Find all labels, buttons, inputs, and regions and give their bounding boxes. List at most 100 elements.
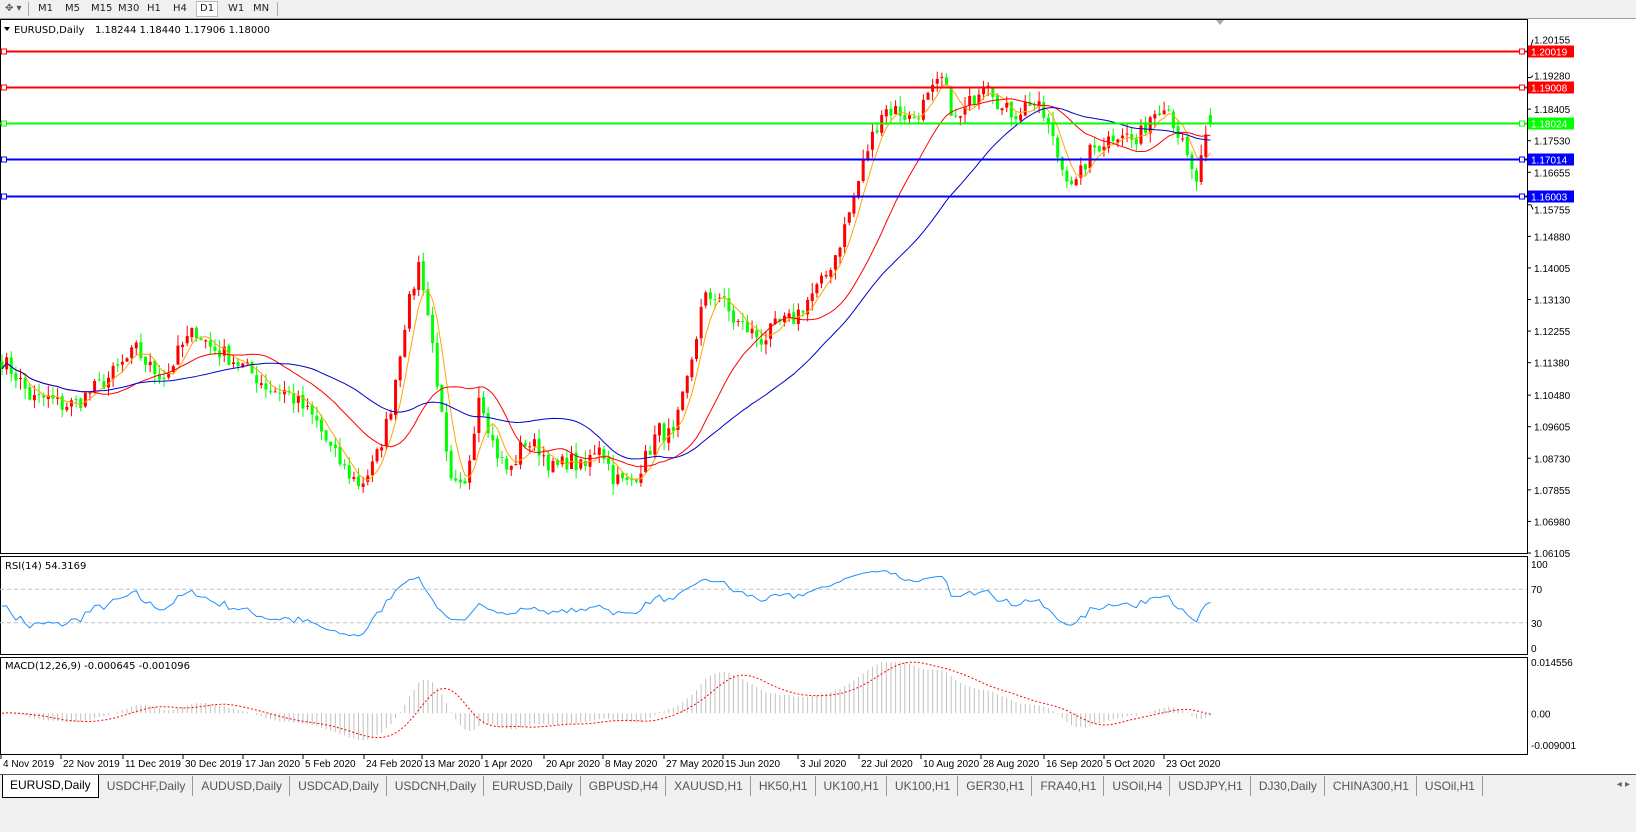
bull-candle [704, 292, 708, 306]
bear-candle [945, 77, 949, 86]
bear-candle [139, 342, 143, 359]
bear-candle [153, 360, 157, 374]
hline-price-tag [1528, 153, 1574, 166]
chart-tab[interactable]: EURUSD,Daily [485, 776, 581, 796]
bear-candle [523, 442, 527, 447]
bull-candle [894, 106, 898, 115]
hline-handle-left[interactable] [1, 48, 7, 55]
bear-candle [329, 441, 333, 446]
bear-candle [602, 449, 606, 460]
timeframe-m30[interactable]: M30 [118, 3, 140, 14]
bear-candle [1195, 170, 1199, 182]
timeframe-d1[interactable]: D1 [196, 1, 219, 17]
bear-candle [801, 310, 805, 313]
bear-candle [102, 381, 106, 389]
bear-candle [315, 415, 319, 421]
price-tick-connector [1530, 204, 1534, 210]
bear-candle [1158, 113, 1161, 116]
bear-candle [495, 438, 499, 459]
rsi-plot: 100 70 30 0 [0, 560, 1548, 655]
bull-candle [644, 450, 648, 472]
chart-tab[interactable]: XAUUSD,H1 [667, 776, 751, 796]
horizontal-line[interactable]: 1.19008 [0, 81, 1574, 95]
chart-tab[interactable]: USDJPY,H1 [1171, 776, 1251, 796]
bull-candle [352, 477, 356, 479]
timeframe-h4[interactable]: H4 [173, 3, 187, 14]
chart-tab[interactable]: DJ30,Daily [1252, 776, 1325, 796]
bear-candle [1208, 114, 1212, 124]
bear-candle [889, 108, 893, 116]
price-tick-label: 1.13130 [1534, 296, 1571, 307]
toolbar-separator [277, 2, 278, 16]
bull-candle [389, 413, 393, 420]
hline-handle-left[interactable] [1, 120, 7, 127]
chart-tab[interactable]: CHINA300,H1 [1326, 776, 1417, 796]
timeframe-m5[interactable]: M5 [65, 3, 80, 14]
timeframe-m15[interactable]: M15 [91, 3, 113, 14]
horizontal-line[interactable]: 1.18024 [0, 117, 1574, 131]
horizontal-line[interactable]: 1.20019 [0, 45, 1574, 59]
bull-candle [986, 85, 990, 87]
timeframe-m1[interactable]: M1 [38, 3, 53, 14]
header-collapse-icon[interactable] [4, 27, 10, 31]
tab-scroll-arrows[interactable]: ◂ ▸ [1613, 779, 1630, 790]
chart-tools-dropdown-icon[interactable]: ✥ ▾ [5, 3, 22, 14]
chart-tab[interactable]: USDCNH,Daily [388, 776, 485, 796]
hline-price-label: 1.19008 [1531, 84, 1568, 95]
chart-tab[interactable]: EURUSD,Daily [2, 775, 99, 798]
date-axis: 4 Nov 2019 22 Nov 2019 11 Dec 2019 30 Dec 2… [0, 755, 1221, 770]
bull-candle [361, 483, 365, 487]
date-tick-label: 16 Sep 2020 [1046, 759, 1103, 770]
hline-handle-left[interactable] [1, 84, 7, 91]
hline-handle-right[interactable] [1519, 156, 1525, 163]
bull-candle [833, 255, 837, 270]
chart-tab[interactable]: USOil,H1 [1418, 776, 1483, 796]
chart-tab[interactable]: FRA40,H1 [1033, 776, 1105, 796]
price-tick-label: 1.20155 [1534, 36, 1571, 47]
bear-candle [648, 450, 652, 455]
timeframe-mn[interactable]: MN [253, 3, 270, 14]
chart-tab[interactable]: USDCHF,Daily [100, 776, 194, 796]
horizontal-lines[interactable]: 1.20019 1.19008 1.18024 1.17014 1.16003 [0, 45, 1574, 204]
bull-candle [1199, 155, 1203, 183]
chart-window[interactable]: 1.20155 1.19280 1.18405 1.17530 1.16655 1.157… [0, 19, 1636, 774]
bull-candle [579, 459, 583, 469]
price-axis: 1.20155 1.19280 1.18405 1.17530 1.16655 1.157… [1527, 36, 1571, 560]
hline-handle-right[interactable] [1519, 120, 1525, 127]
chart-tab[interactable]: USOil,H4 [1105, 776, 1171, 796]
bull-candle [245, 362, 249, 364]
chart-tab[interactable]: GBPUSD,H4 [582, 776, 667, 796]
horizontal-line[interactable]: 1.16003 [0, 190, 1574, 204]
bear-candle [898, 106, 902, 116]
bull-candle [769, 323, 773, 339]
bear-candle [1042, 102, 1046, 118]
hline-handle-right[interactable] [1519, 84, 1525, 91]
bear-candle [255, 375, 259, 384]
bull-candle [134, 342, 138, 349]
hline-handle-right[interactable] [1519, 48, 1525, 55]
chart-shift-marker-icon[interactable] [1216, 20, 1224, 25]
horizontal-line[interactable]: 1.17014 [0, 153, 1574, 167]
timeframe-w1[interactable]: W1 [228, 3, 245, 14]
chart-tab[interactable]: USDCAD,Daily [291, 776, 387, 796]
hline-handle-right[interactable] [1519, 193, 1525, 200]
chart-tab[interactable]: HK50,H1 [752, 776, 816, 796]
date-tick-label: 20 Apr 2020 [546, 759, 600, 770]
chart-tab[interactable]: UK100,H1 [817, 776, 887, 796]
date-tick-label: 17 Jan 2020 [245, 759, 300, 770]
bull-candle [1116, 139, 1120, 143]
tab-scroll-next-icon[interactable]: ▸ [1624, 779, 1630, 790]
chart-tab[interactable]: GER30,H1 [959, 776, 1033, 796]
hline-price-label: 1.17014 [1531, 156, 1568, 167]
bull-candle [259, 383, 263, 385]
chart-tab[interactable]: AUDUSD,Daily [194, 776, 291, 796]
tab-scroll-prev-icon[interactable]: ◂ [1616, 779, 1625, 790]
bull-candle [106, 377, 110, 388]
chart-tab[interactable]: UK100,H1 [888, 776, 959, 796]
price-tick-label: 1.17530 [1534, 137, 1571, 148]
timeframe-h1[interactable]: H1 [147, 3, 161, 14]
hline-handle-left[interactable] [1, 156, 7, 163]
bull-candle [88, 392, 92, 394]
bear-candle [759, 339, 763, 345]
hline-handle-left[interactable] [1, 193, 7, 200]
